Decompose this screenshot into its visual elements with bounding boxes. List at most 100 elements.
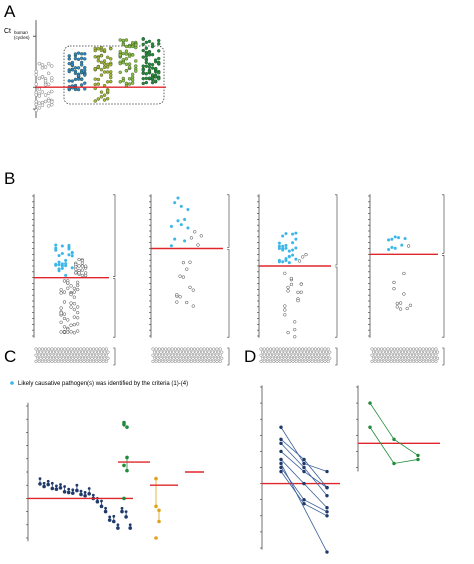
- b-dot-not-detected: [420, 350, 424, 354]
- b-dot-not-detected: [384, 350, 388, 354]
- b-dot-not-detected: [261, 350, 265, 354]
- d-point: [279, 437, 283, 442]
- a-dot: [93, 55, 97, 59]
- c-pneumo-point: [55, 484, 58, 488]
- a-dot: [73, 52, 78, 56]
- d-point: [325, 493, 329, 498]
- b-dot-not-detected: [305, 356, 309, 360]
- b-dot-not-detected: [397, 356, 401, 360]
- b-dot-not-detected: [151, 347, 155, 351]
- b-dot-not-detected: [421, 359, 425, 363]
- b-dot-not-detected: [157, 359, 161, 363]
- b-dot-not-detected: [315, 356, 319, 360]
- b-dot-not-detected: [44, 353, 48, 357]
- a-dot: [70, 68, 75, 72]
- b-dot-not-detected: [305, 350, 309, 354]
- b-dot-not-detected: [88, 359, 92, 363]
- b-dot-open: [77, 264, 81, 268]
- a-dot: [109, 70, 113, 74]
- b-dot-not-detected: [410, 350, 414, 354]
- a-dot: [144, 40, 149, 45]
- b-dot-open: [405, 306, 409, 311]
- b-dot-not-detected: [424, 347, 428, 351]
- b-dot-likely: [173, 201, 177, 205]
- c-pneumo-point: [46, 482, 50, 487]
- b-dot-not-detected: [157, 353, 161, 357]
- b-dot-not-detected: [426, 350, 430, 354]
- b-dot-not-detected: [307, 347, 311, 351]
- a-dot: [46, 71, 51, 76]
- b-dot-not-detected: [185, 350, 189, 354]
- a-dot: [50, 64, 54, 68]
- b-dot-not-detected: [210, 350, 214, 354]
- a-dot: [157, 77, 161, 81]
- a-dot: [147, 76, 152, 80]
- a-dot: [50, 89, 54, 94]
- b-dot-open: [72, 302, 76, 306]
- b-dot-not-detected: [183, 353, 187, 357]
- b-dot-not-detected: [281, 347, 285, 351]
- b-dot-not-detected: [281, 359, 285, 363]
- b-dot-open: [283, 304, 287, 308]
- b-dot-not-detected: [207, 350, 211, 354]
- a-dot: [46, 99, 51, 103]
- b-dot-not-detected: [381, 350, 385, 354]
- b-dot-not-detected: [310, 347, 314, 351]
- b-dot-not-detected: [424, 353, 428, 357]
- b-dot-not-detected: [262, 359, 266, 363]
- b-dot-not-detected: [396, 353, 400, 357]
- b-dot-not-detected: [270, 350, 274, 354]
- b-dot-not-detected: [39, 356, 43, 360]
- b-dot-likely: [277, 258, 281, 262]
- b-dot-not-detected: [283, 350, 287, 354]
- b-dot-not-detected: [34, 353, 38, 357]
- b-dot-not-detected: [288, 353, 292, 357]
- b-dot-not-detected: [72, 347, 76, 351]
- b-dot-open: [59, 306, 63, 310]
- a-dot: [134, 69, 138, 73]
- a-dot: [76, 77, 81, 81]
- b-dot-not-detected: [183, 347, 187, 351]
- b-dot-likely: [281, 234, 285, 238]
- a-dot: [141, 68, 145, 72]
- a-dot: [46, 104, 51, 108]
- c-pneumo-point: [116, 523, 120, 527]
- a-dot: [99, 54, 104, 58]
- b-dot-not-detected: [53, 359, 57, 363]
- b-dot-likely: [176, 196, 180, 200]
- b-dot-likely: [57, 269, 61, 273]
- b-dot-not-detected: [408, 353, 412, 357]
- a-dot: [150, 52, 155, 57]
- b-dot-not-detected: [434, 353, 438, 357]
- d-point: [325, 469, 329, 474]
- b-dot-not-detected: [309, 356, 313, 360]
- b-dot-likely: [287, 249, 291, 253]
- b-dot-not-detected: [202, 347, 206, 351]
- a-dot: [121, 38, 126, 43]
- b-dot-likely: [64, 264, 68, 268]
- a-dot: [124, 44, 129, 49]
- a-dot: [109, 62, 113, 67]
- b-dot-not-detected: [289, 356, 293, 360]
- a-dot: [105, 55, 110, 60]
- b-dot-not-detected: [392, 353, 396, 357]
- b-dot-not-detected: [199, 359, 203, 363]
- b-dot-not-detected: [63, 347, 67, 351]
- a-dot: [67, 54, 71, 58]
- b-dot-not-detected: [220, 350, 224, 354]
- b-dot-not-detected: [74, 356, 78, 360]
- a-dot: [102, 65, 107, 70]
- b-dot-not-detected: [186, 353, 190, 357]
- b-dot-not-detected: [315, 350, 319, 354]
- a-dot: [70, 79, 75, 83]
- a-dot: [99, 48, 104, 53]
- b-dot-not-detected: [389, 359, 393, 363]
- b-dot-likely: [393, 235, 397, 239]
- b-dot-open: [69, 301, 73, 305]
- b-dot-open: [59, 311, 63, 315]
- b-dot-likely: [70, 250, 74, 254]
- b-dot-not-detected: [202, 353, 206, 357]
- a-dot: [147, 53, 152, 57]
- b-dot-not-detected: [194, 356, 198, 360]
- a-dot: [124, 52, 129, 56]
